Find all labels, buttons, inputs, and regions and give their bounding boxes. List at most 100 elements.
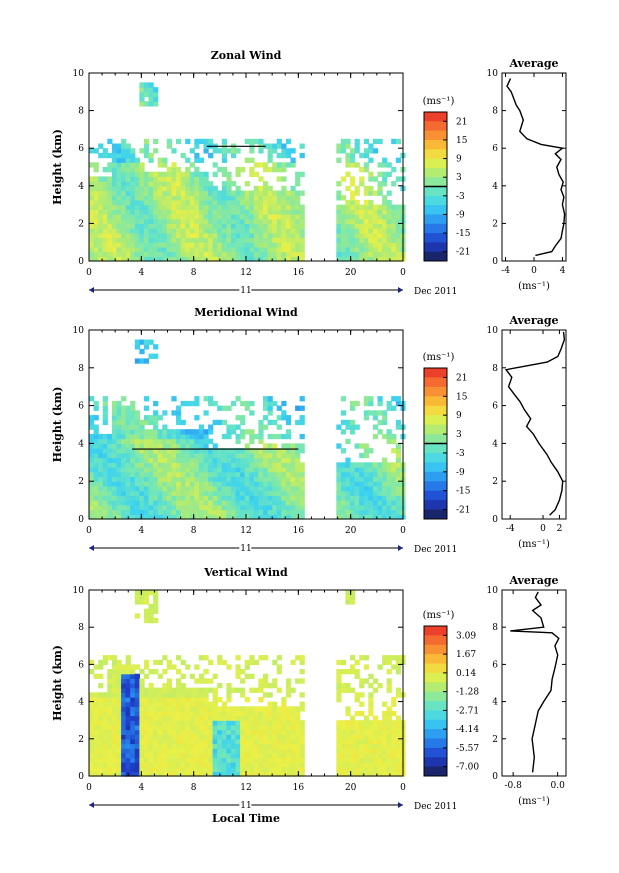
- colorbar-tick-label: 9: [456, 155, 462, 165]
- heatmap-cell: [382, 485, 388, 492]
- heatmap-cell: [299, 481, 305, 487]
- heatmap-cell: [281, 481, 287, 487]
- heatmap-cell: [336, 687, 342, 693]
- heatmap-cell: [258, 256, 264, 262]
- profile-y-tick-label: 8: [492, 623, 498, 633]
- heatmap-cell: [336, 476, 342, 482]
- heatmap-cell: [189, 251, 195, 257]
- heatmap-cell: [139, 599, 145, 605]
- heatmap-cell: [121, 424, 127, 430]
- heatmap-cell: [299, 738, 305, 745]
- heatmap-cell: [143, 433, 150, 440]
- heatmap-cell: [171, 766, 177, 772]
- heatmap-cell: [102, 237, 108, 243]
- heatmap-cell: [189, 724, 195, 731]
- heatmap-cell: [208, 771, 214, 777]
- heatmap-cell: [166, 476, 172, 482]
- heatmap-cell: [244, 514, 250, 520]
- heatmap-cell: [372, 415, 379, 421]
- heatmap-cell: [253, 162, 259, 168]
- heatmap-cell: [153, 467, 159, 473]
- heatmap-cell: [130, 766, 136, 772]
- heatmap-cell: [212, 706, 218, 712]
- heatmap-cell: [212, 734, 218, 740]
- heatmap-cell: [102, 214, 108, 220]
- heatmap-cell: [125, 232, 131, 239]
- heatmap-cell: [377, 228, 383, 234]
- heatmap-cell: [153, 410, 159, 416]
- heatmap-cell: [203, 218, 209, 224]
- heatmap-cell: [263, 232, 269, 239]
- heatmap-cell: [249, 743, 255, 749]
- heatmap-cell: [98, 504, 104, 511]
- heatmap-cell: [153, 509, 159, 515]
- heatmap-cell: [176, 509, 182, 515]
- heatmap-cell: [340, 195, 347, 201]
- heatmap-cell: [121, 734, 127, 740]
- heatmap-cell: [102, 467, 108, 473]
- heatmap-cell: [372, 514, 379, 520]
- colorbar-tick-label: 3: [456, 430, 462, 440]
- heatmap-cell: [263, 167, 269, 173]
- heatmap-cell: [143, 467, 150, 473]
- heatmap-cell: [354, 148, 360, 154]
- heatmap-cell: [299, 678, 305, 684]
- heatmap-cell: [171, 199, 177, 206]
- heatmap-cell: [130, 223, 136, 229]
- heatmap-cell: [368, 242, 374, 248]
- heatmap-cell: [253, 729, 259, 735]
- heatmap-cell: [130, 214, 136, 220]
- heatmap-cell: [244, 766, 250, 772]
- heatmap-cell: [244, 256, 250, 262]
- heatmap-cell: [162, 734, 168, 740]
- heatmap-cell: [212, 251, 218, 257]
- heatmap-cell: [272, 204, 278, 210]
- heatmap-cell: [139, 724, 145, 731]
- heatmap-cell: [171, 185, 177, 192]
- y-tick-label: 10: [73, 586, 85, 596]
- heatmap-cell: [111, 419, 118, 426]
- heatmap-cell: [143, 462, 150, 468]
- heatmap-cell: [176, 669, 182, 675]
- heatmap-cell: [166, 729, 172, 735]
- heatmap-cell: [267, 734, 273, 740]
- heatmap-cell: [221, 152, 227, 159]
- profile-y-tick-label: 0: [492, 515, 498, 525]
- heatmap-cell: [143, 748, 150, 754]
- heatmap-cell: [386, 476, 392, 482]
- colorbar-segment: [424, 747, 447, 758]
- heatmap-cell: [340, 256, 347, 262]
- heatmap-cell: [93, 720, 99, 726]
- heatmap-cell: [377, 476, 383, 482]
- heatmap-cell: [244, 509, 250, 515]
- heatmap-cell: [359, 152, 365, 159]
- heatmap-cell: [354, 729, 360, 735]
- heatmap-cell: [121, 687, 127, 693]
- heatmap-cell: [235, 246, 241, 253]
- heatmap-cell: [111, 509, 118, 515]
- heatmap-cell: [350, 237, 356, 243]
- heatmap-cell: [231, 752, 237, 759]
- heatmap-cell: [217, 199, 223, 206]
- heatmap-cell: [208, 659, 214, 666]
- heatmap-cell: [217, 500, 223, 506]
- heatmap-cell: [295, 476, 301, 482]
- heatmap-cell: [203, 237, 209, 243]
- heatmap-cell: [253, 218, 259, 224]
- heatmap-cell: [372, 223, 379, 229]
- heatmap-cell: [148, 214, 154, 220]
- heatmap-cell: [130, 181, 136, 187]
- heatmap-cell: [240, 509, 246, 515]
- heatmap-cell: [130, 462, 136, 468]
- heatmap-cell: [102, 223, 108, 229]
- heatmap-cell: [363, 738, 369, 745]
- heatmap-cell: [336, 734, 342, 740]
- heatmap-cell: [107, 152, 113, 159]
- heatmap-cell: [368, 462, 374, 468]
- x-tick-label: 16: [293, 268, 305, 278]
- heatmap-cell: [359, 766, 365, 772]
- heatmap-cell: [354, 476, 360, 482]
- heatmap-cell: [171, 500, 177, 506]
- heatmap-cell: [143, 251, 150, 257]
- heatmap-cell: [267, 729, 273, 735]
